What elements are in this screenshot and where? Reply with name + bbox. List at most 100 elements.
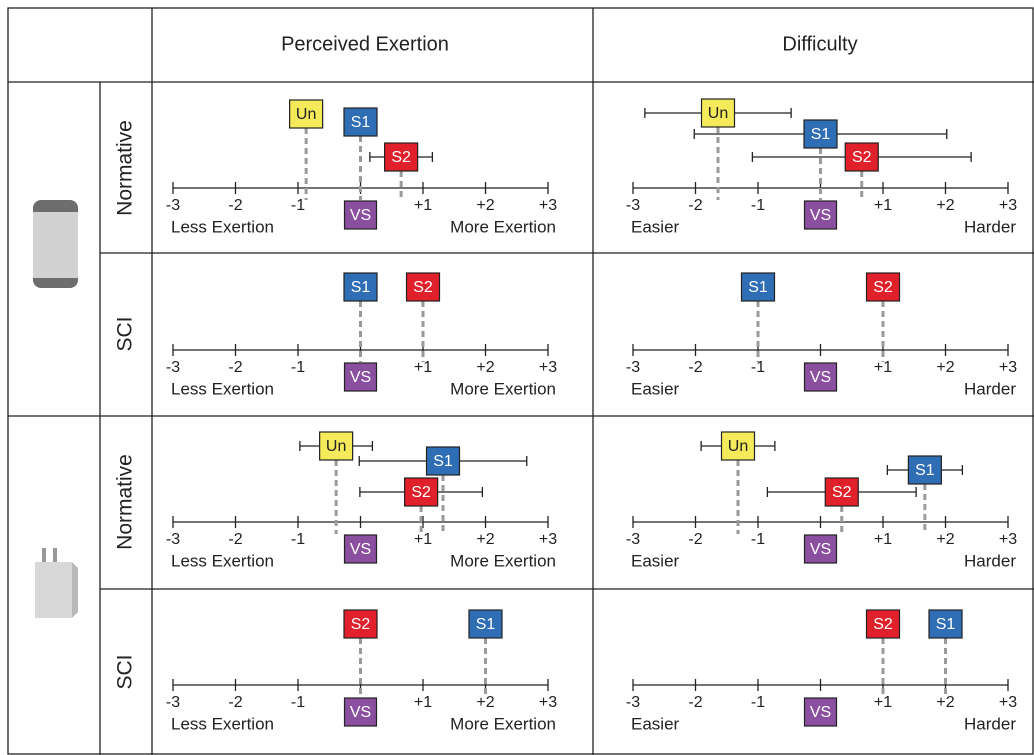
marker-label: S2 bbox=[411, 484, 431, 501]
marker-label: S1 bbox=[433, 453, 453, 470]
marker-box bbox=[425, 446, 461, 476]
tick-label: -2 bbox=[228, 531, 242, 548]
marker-label: S2 bbox=[852, 149, 872, 166]
reference-label: VS bbox=[350, 369, 371, 386]
tick-label: +1 bbox=[414, 531, 432, 548]
axis-label: More Exertion bbox=[450, 379, 556, 398]
tick-label: +1 bbox=[874, 197, 892, 214]
tick-label: -3 bbox=[166, 694, 180, 711]
scale-panel: -3 -2 -1 VS +1 +2 +3 Easier Harder Un S1 S2 bbox=[626, 98, 1017, 236]
reference-box bbox=[803, 362, 838, 392]
axis-label: Easier bbox=[631, 551, 680, 570]
axis-label: More Exertion bbox=[450, 551, 556, 570]
tick-label: -3 bbox=[166, 359, 180, 376]
tick-label: -2 bbox=[688, 694, 702, 711]
marker-box bbox=[405, 272, 441, 302]
reference-label: VS bbox=[810, 704, 831, 721]
marker-box bbox=[468, 609, 503, 639]
marker-box bbox=[700, 98, 736, 128]
axis-label: Less Exertion bbox=[171, 714, 274, 733]
marker-label: S2 bbox=[391, 149, 411, 166]
tick-label: -2 bbox=[228, 694, 242, 711]
scale-panel: -3 -2 -1 VS +1 +2 +3 Easier Harder S2 S1 bbox=[626, 609, 1017, 733]
tick-label: -3 bbox=[166, 531, 180, 548]
axis-label: Less Exertion bbox=[171, 217, 274, 236]
tick-label: +2 bbox=[476, 359, 494, 376]
tick-label: +2 bbox=[936, 694, 954, 711]
axis-label: Easier bbox=[631, 714, 680, 733]
marker-box bbox=[844, 142, 879, 172]
reference-box bbox=[803, 697, 838, 727]
marker-label: S1 bbox=[936, 616, 956, 633]
tick-label: -3 bbox=[626, 694, 640, 711]
marker-label: S2 bbox=[873, 279, 893, 296]
marker-label: S1 bbox=[351, 114, 371, 131]
tick-label: -1 bbox=[291, 694, 305, 711]
marker-label: S1 bbox=[476, 616, 496, 633]
reference-box bbox=[343, 200, 378, 230]
marker-box bbox=[720, 431, 756, 461]
tick-label: +2 bbox=[476, 531, 494, 548]
tick-label: +2 bbox=[476, 694, 494, 711]
reference-box bbox=[803, 200, 838, 230]
marker-label: S1 bbox=[811, 126, 831, 143]
reference-label: VS bbox=[350, 704, 371, 721]
marker-box bbox=[907, 455, 942, 485]
marker-label: S1 bbox=[748, 279, 768, 296]
tick-label: +3 bbox=[999, 197, 1017, 214]
marker-label: Un bbox=[326, 438, 346, 455]
marker-box bbox=[928, 609, 963, 639]
tick-label: -1 bbox=[291, 197, 305, 214]
marker-box bbox=[404, 477, 439, 507]
tick-label: +2 bbox=[476, 197, 494, 214]
marker-box bbox=[865, 272, 901, 302]
marker-box bbox=[343, 609, 378, 639]
marker-box bbox=[343, 272, 378, 302]
reference-label: VS bbox=[350, 541, 371, 558]
reference-box bbox=[343, 534, 378, 564]
tick-label: +1 bbox=[874, 531, 892, 548]
marker-box bbox=[824, 477, 859, 507]
cylinder-icon bbox=[33, 200, 78, 288]
tick-label: -2 bbox=[688, 531, 702, 548]
marker-box bbox=[289, 99, 324, 129]
reference-label: VS bbox=[810, 207, 831, 224]
row-header: SCI bbox=[114, 654, 137, 689]
tick-label: +3 bbox=[999, 531, 1017, 548]
tick-label: +3 bbox=[539, 197, 557, 214]
tick-label: -3 bbox=[626, 197, 640, 214]
row-header: Normative bbox=[114, 454, 137, 550]
marker-label: S2 bbox=[832, 484, 852, 501]
tick-label: +2 bbox=[936, 359, 954, 376]
tick-label: +3 bbox=[539, 694, 557, 711]
tick-label: +3 bbox=[539, 531, 557, 548]
scale-panel: -3 -2 -1 VS +1 +2 +3 Less Exertion More Exertion… bbox=[166, 99, 557, 236]
scale-panel: -3 -2 -1 VS +1 +2 +3 Easier Harder Un S1 S2 bbox=[626, 431, 1017, 570]
marker-label: S1 bbox=[351, 279, 371, 296]
scale-panel: -3 -2 -1 VS +1 +2 +3 Less Exertion More Exertion… bbox=[166, 609, 557, 733]
tick-label: -2 bbox=[688, 359, 702, 376]
column-header: Perceived Exertion bbox=[281, 33, 449, 55]
tick-label: -2 bbox=[688, 197, 702, 214]
tick-label: -2 bbox=[228, 197, 242, 214]
tick-label: -3 bbox=[166, 197, 180, 214]
axis-label: Harder bbox=[964, 379, 1016, 398]
tick-label: -1 bbox=[291, 359, 305, 376]
tick-label: -1 bbox=[751, 531, 765, 548]
marker-label: S2 bbox=[873, 616, 893, 633]
tick-label: -1 bbox=[291, 531, 305, 548]
tick-label: +3 bbox=[999, 359, 1017, 376]
axis-label: Harder bbox=[964, 217, 1016, 236]
row-header: Normative bbox=[114, 120, 137, 216]
marker-box bbox=[740, 272, 776, 302]
axis-label: More Exertion bbox=[450, 714, 556, 733]
axis-label: Less Exertion bbox=[171, 551, 274, 570]
column-header: Difficulty bbox=[782, 33, 857, 55]
tick-label: +3 bbox=[539, 359, 557, 376]
marker-box bbox=[319, 431, 354, 461]
tick-label: +1 bbox=[874, 694, 892, 711]
marker-box bbox=[865, 609, 901, 639]
scale-panel: -3 -2 -1 VS +1 +2 +3 Less Exertion More Exertion… bbox=[166, 272, 557, 398]
tick-label: +1 bbox=[874, 359, 892, 376]
table-border bbox=[7, 7, 1034, 755]
